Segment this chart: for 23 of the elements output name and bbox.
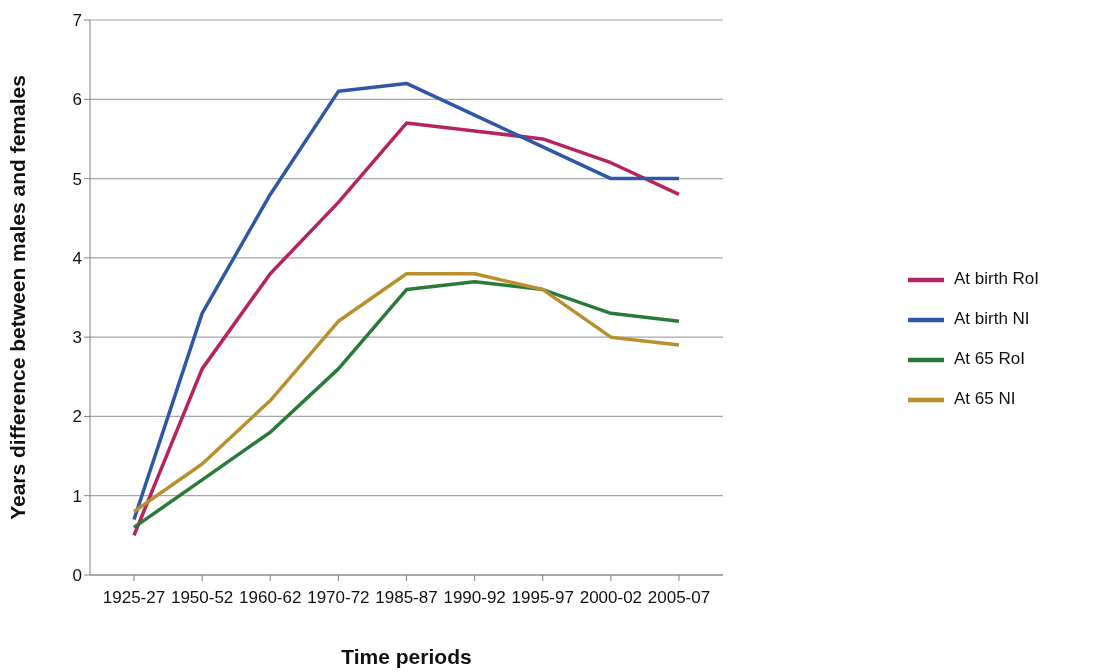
x-tick-label: 1970-72	[307, 588, 370, 608]
x-tick-label: 1950-52	[170, 588, 234, 608]
x-tick-label: 1985-87	[375, 588, 438, 608]
x-tick-label: 1995-97	[511, 588, 574, 608]
x-tick-label: 2005-07	[647, 588, 711, 608]
y-axis-title: Years difference between males and females	[6, 75, 30, 520]
x-tick-label: 1925-27	[102, 588, 166, 608]
x-tick-label: 1960-62	[239, 588, 302, 608]
y-tick-label: 2	[72, 407, 82, 427]
legend-label: At birth RoI	[954, 269, 1040, 288]
y-tick-label: 7	[72, 11, 82, 31]
y-tick-label: 3	[72, 328, 82, 348]
x-tick-label: 2000-02	[579, 588, 643, 608]
x-axis-title: Time periods	[341, 645, 472, 668]
y-tick-label: 4	[72, 248, 82, 268]
x-tick-label: 1990-92	[443, 588, 506, 608]
legend-label: At 65 RoI	[954, 349, 1025, 368]
legend-label: At 65 NI	[954, 389, 1016, 408]
y-tick-label: 0	[72, 566, 82, 586]
y-tick-label: 6	[72, 90, 82, 110]
y-tick-label: 1	[72, 486, 82, 506]
y-tick-label: 5	[72, 169, 82, 189]
legend-label: At birth NI	[954, 309, 1030, 328]
